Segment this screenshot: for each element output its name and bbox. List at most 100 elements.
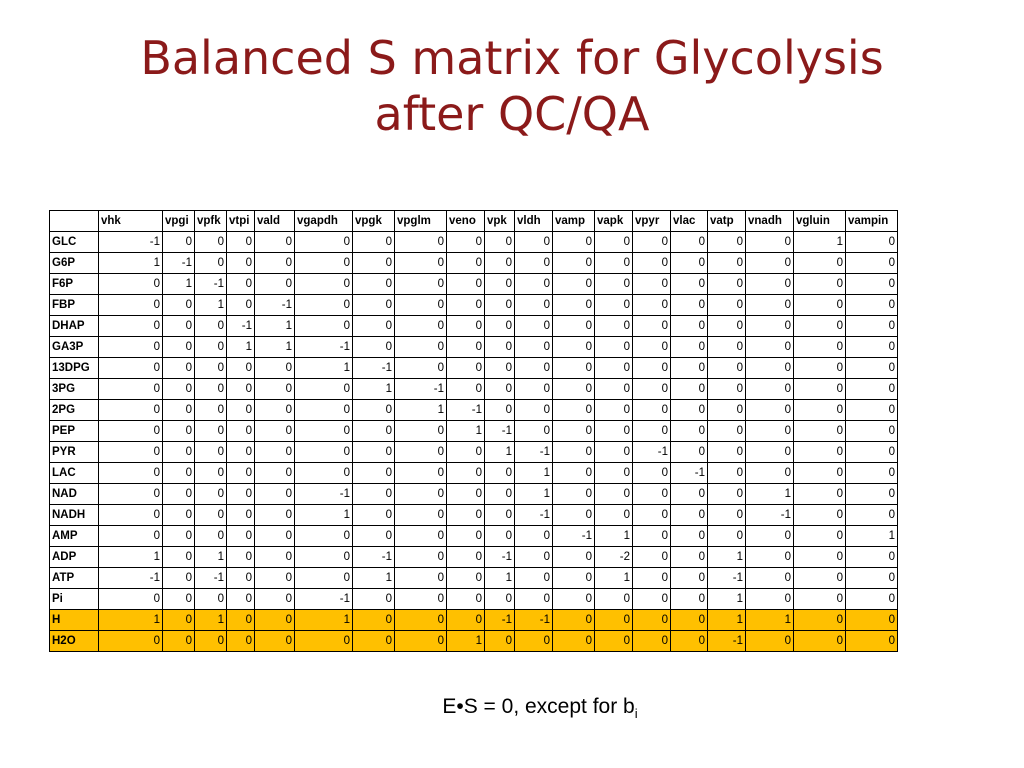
matrix-cell: 0 <box>632 294 671 316</box>
matrix-cell: 0 <box>845 294 898 316</box>
matrix-cell: 0 <box>594 609 633 631</box>
matrix-cell: 0 <box>254 483 295 505</box>
matrix-cell: 0 <box>446 588 485 610</box>
matrix-cell: 0 <box>707 441 746 463</box>
matrix-cell: 0 <box>294 231 353 253</box>
matrix-cell: 0 <box>594 420 633 442</box>
matrix-cell: 0 <box>745 588 794 610</box>
matrix-cell: 0 <box>552 357 595 379</box>
matrix-cell: 0 <box>294 546 353 568</box>
matrix-cell: 0 <box>707 231 746 253</box>
matrix-cell: 0 <box>484 252 515 274</box>
matrix-cell: 0 <box>707 483 746 505</box>
matrix-cell: 0 <box>514 378 553 400</box>
matrix-row: 2PG 0 0 0 0 0 0 0 1 -1 0 0 0 0 0 0 0 0 0 0 <box>49 399 898 421</box>
matrix-cell: 0 <box>552 504 595 526</box>
matrix-cell: 0 <box>294 567 353 589</box>
matrix-cell: 0 <box>484 336 515 358</box>
column-header: vpgi <box>162 210 195 232</box>
matrix-cell: -1 <box>352 357 395 379</box>
matrix-cell: 0 <box>394 315 447 337</box>
row-label: ATP <box>49 567 99 589</box>
matrix-cell: 0 <box>632 315 671 337</box>
matrix-cell: 0 <box>745 462 794 484</box>
matrix-cell: 0 <box>845 483 898 505</box>
matrix-row: ATP -1 0 -1 0 0 0 1 0 0 1 0 0 1 0 0 -1 0 0 0 <box>49 567 898 589</box>
matrix-cell: -2 <box>594 546 633 568</box>
matrix-cell: 0 <box>793 483 846 505</box>
matrix-cell: 0 <box>670 546 708 568</box>
matrix-cell: 0 <box>446 504 485 526</box>
matrix-cell: 0 <box>594 357 633 379</box>
row-label: NADH <box>49 504 99 526</box>
matrix-cell: 0 <box>845 315 898 337</box>
matrix-cell: 1 <box>394 399 447 421</box>
matrix-cell: 0 <box>845 357 898 379</box>
row-label: 2PG <box>49 399 99 421</box>
matrix-cell: 0 <box>632 420 671 442</box>
matrix-cell: 0 <box>484 525 515 547</box>
matrix-cell: 0 <box>594 252 633 274</box>
matrix-cell: 0 <box>98 462 163 484</box>
matrix-cell: 0 <box>793 294 846 316</box>
matrix-cell: 0 <box>226 399 255 421</box>
matrix-cell: 0 <box>162 483 195 505</box>
matrix-cell: 0 <box>98 357 163 379</box>
matrix-cell: 0 <box>594 462 633 484</box>
matrix-cell: 0 <box>194 378 227 400</box>
matrix-cell: 0 <box>484 294 515 316</box>
matrix-cell: -1 <box>670 462 708 484</box>
matrix-cell: 0 <box>254 357 295 379</box>
matrix-cell: 0 <box>793 630 846 652</box>
matrix-cell: 0 <box>394 441 447 463</box>
matrix-cell: 0 <box>194 231 227 253</box>
matrix-cell: 0 <box>552 378 595 400</box>
matrix-cell: 0 <box>484 399 515 421</box>
matrix-cell: 0 <box>514 630 553 652</box>
matrix-cell: 0 <box>194 483 227 505</box>
matrix-cell: -1 <box>446 399 485 421</box>
matrix-cell: 0 <box>707 420 746 442</box>
matrix-cell: 1 <box>707 609 746 631</box>
matrix-cell: 0 <box>793 399 846 421</box>
matrix-cell: 0 <box>707 378 746 400</box>
matrix-cell: 0 <box>98 315 163 337</box>
matrix-cell: 0 <box>162 462 195 484</box>
matrix-cell: 0 <box>162 546 195 568</box>
matrix-cell: 0 <box>194 588 227 610</box>
matrix-cell: 1 <box>707 588 746 610</box>
matrix-cell: 0 <box>226 231 255 253</box>
matrix-cell: 0 <box>845 252 898 274</box>
matrix-cell: 0 <box>226 546 255 568</box>
matrix-cell: 0 <box>226 378 255 400</box>
matrix-cell: 0 <box>632 336 671 358</box>
matrix-cell: 0 <box>254 231 295 253</box>
matrix-cell: -1 <box>552 525 595 547</box>
matrix-cell: 1 <box>745 609 794 631</box>
matrix-cell: 0 <box>254 546 295 568</box>
row-label: PYR <box>49 441 99 463</box>
matrix-cell: 0 <box>632 483 671 505</box>
matrix-cell: 1 <box>484 567 515 589</box>
matrix-cell: 0 <box>552 315 595 337</box>
matrix-cell: 0 <box>632 588 671 610</box>
matrix-row: Pi 0 0 0 0 0 -1 0 0 0 0 0 0 0 0 0 1 0 0 0 <box>49 588 898 610</box>
matrix-cell: 0 <box>514 294 553 316</box>
matrix-cell: 0 <box>594 588 633 610</box>
matrix-cell: 0 <box>793 252 846 274</box>
matrix-cell: 0 <box>294 273 353 295</box>
row-label: GLC <box>49 231 99 253</box>
matrix-cell: 0 <box>294 378 353 400</box>
matrix-cell: 0 <box>707 525 746 547</box>
column-header: vpk <box>484 210 515 232</box>
matrix-cell: 0 <box>845 378 898 400</box>
matrix-cell: 0 <box>594 399 633 421</box>
matrix-cell: 0 <box>446 567 485 589</box>
matrix-cell: 0 <box>162 357 195 379</box>
matrix-row: F6P 0 1 -1 0 0 0 0 0 0 0 0 0 0 0 0 0 0 0 0 <box>49 273 898 295</box>
matrix-cell: 1 <box>514 462 553 484</box>
row-label: F6P <box>49 273 99 295</box>
matrix-body: GLC -1 0 0 0 0 0 0 0 0 0 0 0 0 0 0 0 0 1 0 G6P 1 -1 0 0 0 0 0 0 0 0 0 0 0… <box>49 231 898 652</box>
matrix-cell: 0 <box>632 525 671 547</box>
matrix-cell: 0 <box>226 588 255 610</box>
